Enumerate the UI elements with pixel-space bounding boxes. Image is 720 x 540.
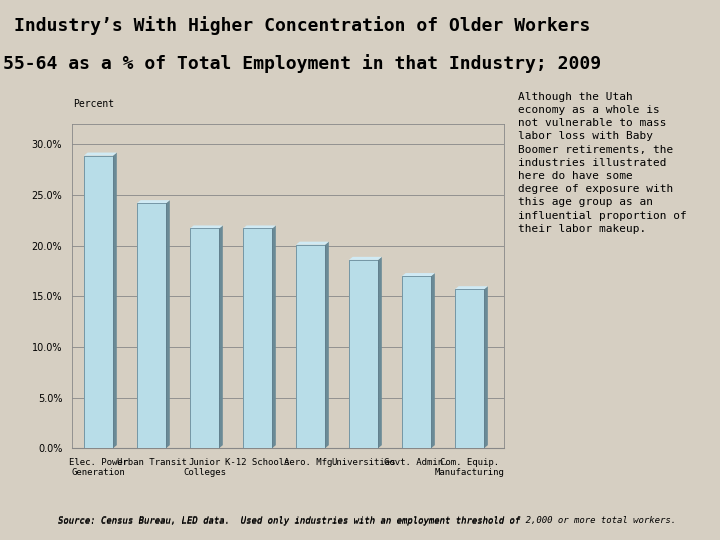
Bar <box>402 276 431 448</box>
Bar <box>349 260 378 448</box>
Polygon shape <box>243 226 276 228</box>
Bar <box>84 156 113 448</box>
Text: Industry’s With Higher Concentration of Older Workers: Industry’s With Higher Concentration of … <box>14 16 590 35</box>
Polygon shape <box>349 257 382 260</box>
Bar <box>455 289 484 448</box>
Polygon shape <box>113 152 117 448</box>
Text: Source: Census Bureau, LED data.  Used only industries with an employment thresh: Source: Census Bureau, LED data. Used on… <box>58 517 525 526</box>
Polygon shape <box>137 200 170 203</box>
Polygon shape <box>484 286 488 448</box>
Text: Percent: Percent <box>73 99 114 109</box>
Polygon shape <box>378 257 382 448</box>
Bar <box>137 203 166 448</box>
Polygon shape <box>272 226 276 448</box>
Polygon shape <box>431 273 435 448</box>
Text: Source: Census Bureau, LED data.  Used only industries with an employment thresh: Source: Census Bureau, LED data. Used on… <box>58 516 676 525</box>
Text: Although the Utah
economy as a whole is
not vulnerable to mass
labor loss with B: Although the Utah economy as a whole is … <box>518 92 687 234</box>
Polygon shape <box>296 241 329 245</box>
Polygon shape <box>402 273 435 276</box>
Polygon shape <box>219 226 222 448</box>
Bar <box>296 245 325 448</box>
Text: Source: Census Bureau, LED data.  Used only industries with an employment thresh: Source: Census Bureau, LED data. Used on… <box>58 517 525 526</box>
Polygon shape <box>84 152 117 156</box>
Polygon shape <box>455 286 488 289</box>
Bar <box>190 228 219 448</box>
Text: 55-64 as a % of Total Employment in that Industry; 2009: 55-64 as a % of Total Employment in that… <box>4 54 601 73</box>
Polygon shape <box>325 241 329 448</box>
Polygon shape <box>166 200 170 448</box>
Polygon shape <box>190 226 222 228</box>
Bar <box>243 228 272 448</box>
